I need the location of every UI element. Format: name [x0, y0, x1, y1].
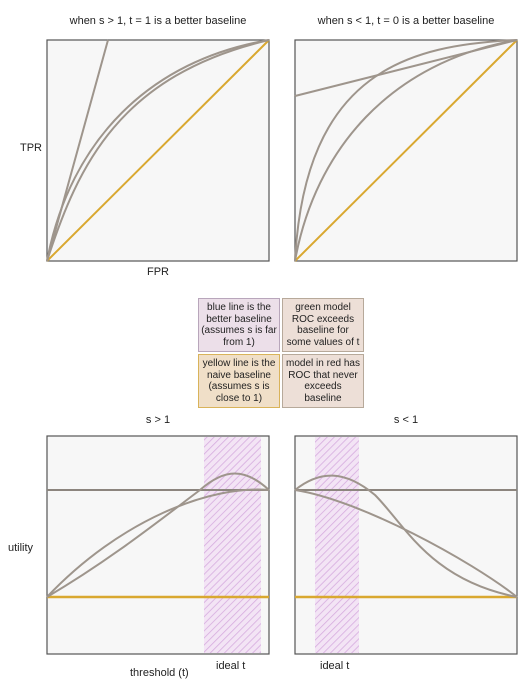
red-model-roc-curve: [46, 39, 270, 262]
threshold-axis-label: threshold (t): [130, 667, 189, 679]
legend-blue-line: blue line is the better baseline (assume…: [198, 298, 280, 352]
green-model-utility-curve: [46, 472, 270, 598]
roc-left-title: when s > 1, t = 1 is a better baseline: [69, 15, 247, 27]
green-model-roc-curve: [46, 39, 270, 262]
legend-red-model: model in red has ROC that never exceeds …: [282, 354, 364, 408]
utility-left-title: s > 1: [145, 414, 171, 426]
tpr-axis-label: TPR: [20, 142, 42, 154]
utility-axis-label: utility: [8, 542, 34, 554]
green-model-utility-curve: [294, 474, 518, 598]
fpr-axis-label: FPR: [147, 266, 169, 278]
legend-green-model: green model ROC exceeds baseline for som…: [282, 298, 364, 352]
roc-right-title: when s < 1, t = 0 is a better baseline: [317, 15, 495, 27]
utility-panel-left: [46, 435, 270, 655]
red-model-roc-curve: [294, 39, 518, 262]
roc-panel-left: [46, 39, 270, 262]
ideal-t-label-left: ideal t: [216, 660, 246, 672]
legend-yellow-line: yellow line is the naive baseline (assum…: [198, 354, 280, 408]
utility-right-title: s < 1: [393, 414, 419, 426]
utility-panel-right: [294, 435, 518, 655]
red-model-utility-curve: [46, 488, 270, 598]
legend-box: blue line is the better baseline (assume…: [198, 298, 364, 408]
green-model-roc-curve: [294, 39, 518, 262]
red-model-utility-curve: [294, 489, 518, 598]
ideal-t-label-right: ideal t: [320, 660, 350, 672]
naive-baseline-line: [46, 39, 270, 262]
roc-panel-right: [294, 39, 518, 262]
ideal-t-band: [204, 437, 261, 653]
ideal-t-band: [315, 437, 359, 653]
naive-baseline-line: [294, 39, 518, 262]
better-baseline-line: [46, 39, 109, 262]
